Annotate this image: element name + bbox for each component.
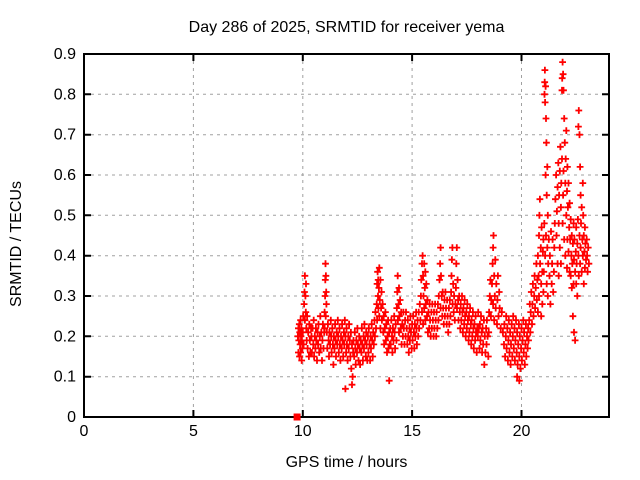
- y-tick-label: 0.9: [54, 46, 76, 63]
- y-tick-label: 0.7: [54, 127, 76, 144]
- chart-title: Day 286 of 2025, SRMTID for receiver yem…: [188, 19, 505, 36]
- gridlines: [84, 54, 609, 417]
- scatter-points: [294, 58, 593, 393]
- x-tick-label: 20: [513, 423, 531, 440]
- x-axis-label: GPS time / hours: [285, 454, 408, 471]
- y-tick-label: 0.3: [54, 288, 76, 305]
- axis-ticks: [83, 53, 609, 418]
- y-tick-label: 0.1: [54, 369, 76, 386]
- y-axis-label: SRMTID / TECUs: [8, 181, 25, 307]
- x-tick-label: 5: [189, 423, 198, 440]
- x-tick-label: 0: [80, 423, 89, 440]
- y-tick-label: 0.2: [54, 328, 76, 345]
- y-tick-label: 0: [67, 409, 76, 426]
- plot-border: [83, 53, 610, 418]
- y-tick-label: 0.4: [54, 248, 76, 265]
- x-tick-label: 10: [294, 423, 312, 440]
- y-tick-label: 0.8: [54, 86, 76, 103]
- x-tick-label: 15: [403, 423, 421, 440]
- y-tick-label: 0.6: [54, 167, 76, 184]
- start-marker: [293, 413, 301, 421]
- y-tick-label: 0.5: [54, 207, 76, 224]
